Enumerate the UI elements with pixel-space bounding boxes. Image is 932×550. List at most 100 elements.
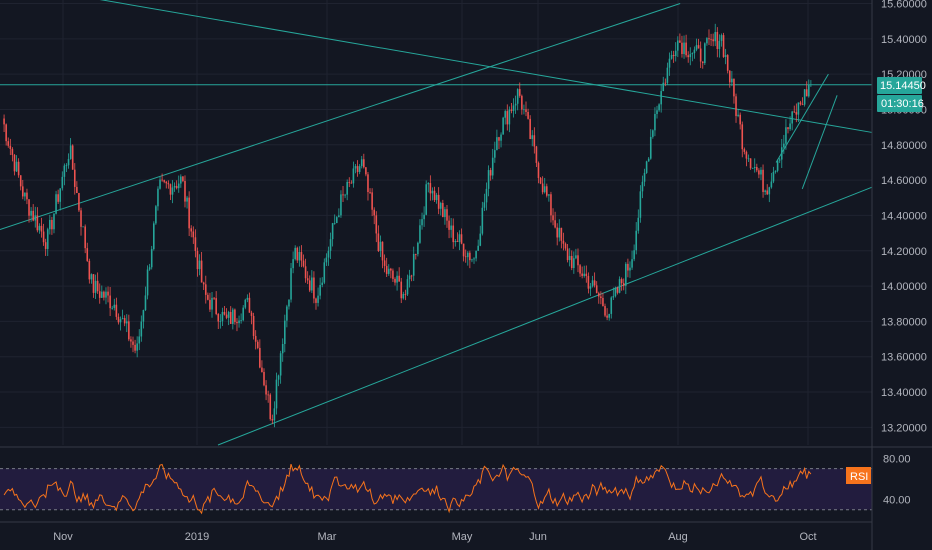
rsi-tick-label: 40.00	[883, 494, 911, 506]
candle-body	[641, 181, 644, 192]
candle-body	[541, 183, 544, 193]
trendline[interactable]	[801, 95, 838, 190]
candle-body	[562, 240, 565, 244]
candle-body	[3, 118, 5, 125]
price-axis[interactable]: 15.6000015.4000015.2000015.0000014.80000…	[881, 0, 927, 506]
candle-body	[793, 111, 796, 113]
candle-body	[61, 176, 64, 189]
candle-body	[184, 180, 186, 202]
candle-body	[421, 219, 423, 226]
trendline[interactable]	[0, 0, 873, 133]
candle-body	[117, 316, 120, 323]
candle-body	[774, 170, 777, 172]
candle-body	[462, 243, 465, 257]
price-tick-label: 15.60000	[881, 0, 927, 11]
candle-body	[595, 285, 598, 294]
candle-body	[412, 253, 415, 276]
price-tick-label: 14.20000	[881, 246, 927, 258]
candle-body	[808, 84, 810, 97]
candle-body	[286, 306, 288, 321]
candle-body	[556, 227, 558, 238]
candle-body	[502, 117, 504, 135]
trendline[interactable]	[775, 73, 829, 163]
candle-body	[491, 157, 494, 176]
candle-body	[73, 169, 76, 187]
candle-body	[770, 181, 773, 188]
candle-body	[211, 297, 213, 310]
price-tick-label: 14.00000	[881, 281, 927, 293]
candle-body	[192, 231, 195, 238]
candle-body	[672, 54, 675, 57]
candle-body	[173, 185, 176, 188]
candle-body	[381, 241, 384, 261]
candle-body	[448, 220, 450, 230]
candle-body	[585, 273, 588, 277]
candle-body	[485, 188, 488, 203]
rsi-line[interactable]	[3, 463, 812, 515]
candle-body	[327, 250, 330, 258]
candle-body	[400, 281, 403, 299]
last-price-label: 15.14450	[880, 80, 926, 92]
candle-body	[481, 207, 484, 234]
candle-body	[606, 315, 608, 318]
candle-body	[747, 158, 750, 160]
candle-body	[652, 130, 654, 137]
candle-body	[789, 123, 791, 130]
candles[interactable]	[3, 23, 812, 428]
candle-body	[799, 102, 802, 105]
candle-body	[602, 297, 604, 307]
candle-body	[319, 284, 321, 296]
candle-body	[196, 251, 199, 270]
candle-body	[142, 310, 145, 322]
candle-body	[674, 50, 677, 57]
candle-body	[454, 241, 457, 243]
candle-body	[313, 277, 315, 299]
candle-body	[250, 312, 253, 316]
candle-body	[65, 165, 68, 167]
candle-body	[254, 335, 257, 342]
candle-body	[198, 260, 201, 270]
candle-body	[751, 168, 754, 169]
candle-body	[17, 161, 20, 176]
candle-body	[138, 336, 141, 344]
candle-body	[560, 227, 563, 241]
candle-body	[444, 209, 446, 218]
candle-body	[221, 311, 224, 322]
candle-body	[577, 255, 579, 266]
candle-body	[269, 394, 272, 420]
candle-body	[654, 113, 656, 131]
candle-body	[267, 394, 269, 396]
time-axis[interactable]: Nov 2019 Mar May Jun Aug Oct	[53, 531, 816, 543]
candle-body	[377, 233, 380, 251]
candle-body	[165, 181, 168, 184]
candle-body	[450, 225, 452, 230]
candle-body	[34, 215, 37, 221]
candle-body	[446, 209, 448, 221]
trendline[interactable]	[0, 3, 681, 231]
candle-body	[704, 43, 706, 64]
candle-body	[167, 183, 170, 185]
candle-body	[722, 35, 725, 57]
candle-body	[716, 31, 719, 49]
trendlines[interactable]	[0, 0, 873, 446]
candle-body	[244, 299, 247, 308]
candle-body	[163, 180, 165, 182]
candle-body	[182, 176, 184, 181]
candle-body	[207, 294, 209, 300]
candle-body	[283, 320, 286, 344]
candle-body	[414, 253, 417, 255]
candle-body	[82, 226, 84, 228]
candle-body	[223, 311, 226, 315]
candle-body	[238, 320, 240, 324]
candle-body	[11, 148, 14, 155]
candle-body	[290, 268, 292, 300]
candle-body	[489, 170, 492, 176]
candle-body	[21, 186, 24, 197]
candle-body	[699, 48, 702, 62]
candle-body	[456, 241, 459, 242]
rsi-pane[interactable]	[0, 463, 872, 515]
trendline[interactable]	[217, 186, 873, 446]
candle-body	[550, 194, 552, 216]
candle-body	[579, 265, 581, 274]
